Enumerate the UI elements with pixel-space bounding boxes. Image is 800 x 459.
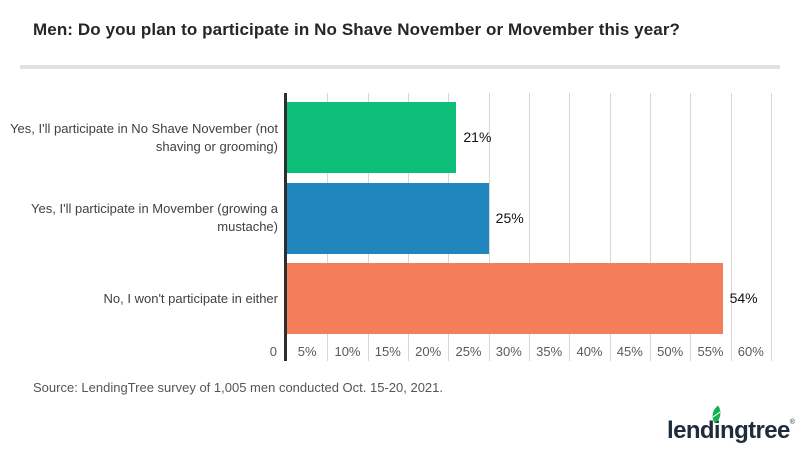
x-tick-label: 30% [495,344,522,359]
x-tick-label: 35% [536,344,563,359]
x-tick-label: 55% [697,344,724,359]
value-label: 54% [729,290,758,306]
value-label: 21% [463,129,492,145]
registered-mark: ® [789,419,795,426]
x-tick-label: 50% [657,344,684,359]
grid-line [609,93,611,361]
title-divider [20,65,780,69]
x-tick-label: 15% [374,344,401,359]
y-axis-line [284,93,287,361]
x-tick-label: 20% [415,344,442,359]
source-note: Source: LendingTree survey of 1,005 men … [33,380,443,395]
bar [287,263,723,334]
plot-area: 21% 25% 54% [284,93,772,361]
x-tick-label: 25% [455,344,482,359]
grid-line [569,93,571,361]
grid-line [529,93,530,361]
bar [287,182,489,254]
grid-line [488,93,490,361]
bar [287,102,457,173]
category-label: Yes, I'll participate in No Shave Novemb… [10,120,278,154]
value-label: 25% [495,209,524,226]
category-label: No, I won't participate in either [103,290,278,306]
grid-line [650,93,651,361]
logo-wordmark: lendingtree [667,417,790,444]
x-tick-label: 5% [297,344,317,359]
x-axis-ticks: 5% 10% 15% 20% 25% 30% 35% 40% 45% 50% 55% 60% [287,344,771,360]
x-tick-label: 40% [576,344,603,359]
chart-title: Men: Do you plan to participate in No Sh… [33,20,681,39]
lendingtree-logo: lendingtree® [667,405,795,446]
x-tick-zero: 0 [269,344,277,359]
x-tick-label: 45% [616,344,643,359]
x-tick-label: 60% [737,344,764,359]
grid-line [771,93,772,361]
grid-line [690,93,692,361]
grid-line [730,93,732,361]
category-label: Yes, I'll participate in Movember (growi… [31,201,278,234]
x-tick-label: 10% [334,344,361,359]
